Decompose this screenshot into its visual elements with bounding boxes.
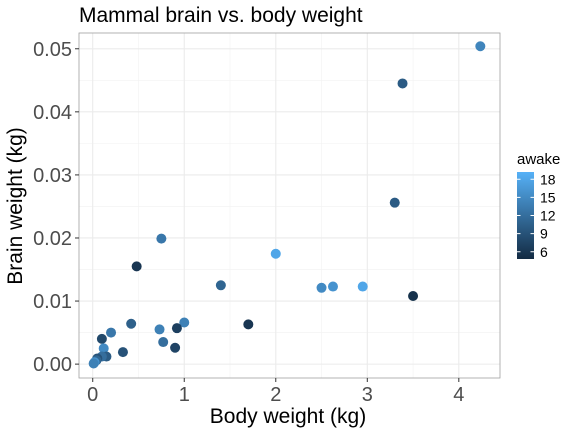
chart-title: Mammal brain vs. body weight [79,4,363,27]
x-tick-label: 0 [87,384,98,406]
y-tick-label: 0.01 [33,291,72,313]
x-axis-label: Body weight (kg) [210,405,366,428]
data-point [357,281,368,292]
x-axis-ticks: 0 1 2 3 4 [87,378,464,406]
data-point [179,317,190,328]
legend-tick-label: 9 [540,226,548,242]
legend-ticks: 6 9 12 15 18 [517,171,556,260]
x-tick-label: 3 [362,384,373,406]
data-point [170,342,181,353]
y-tick-label: 0.04 [33,102,72,124]
data-point [156,233,167,244]
data-points [88,41,486,369]
y-tick-label: 0.00 [33,354,72,376]
y-tick-label: 0.05 [33,39,72,61]
data-point [316,282,327,293]
legend-tick-label: 15 [540,189,556,205]
panel-border [78,32,501,379]
data-point [243,319,254,330]
data-point [397,78,408,89]
x-tick-label: 2 [270,384,281,406]
data-point [158,337,169,348]
data-point [88,358,99,369]
plot-background [79,33,500,378]
data-point [475,41,486,52]
data-point [117,347,128,358]
legend-tick-label: 6 [540,244,548,260]
color-legend: awake 6 9 12 15 18 [517,151,560,260]
legend-tick-label: 12 [540,208,556,224]
data-point [327,281,338,292]
y-tick-label: 0.02 [33,228,72,250]
legend-colorbar [517,172,534,259]
data-point [215,280,226,291]
data-point [389,197,400,208]
data-point [270,248,281,259]
data-point [408,291,419,302]
plot-panel [78,32,501,379]
x-tick-label: 1 [179,384,190,406]
x-tick-label: 4 [453,384,464,406]
legend-tick-label: 18 [540,171,556,187]
legend-title: awake [517,151,560,168]
y-axis-label: Brain weight (kg) [4,127,27,285]
y-axis-ticks: 0.00 0.01 0.02 0.03 0.04 0.05 [33,39,79,376]
data-point [98,343,109,354]
data-point [131,261,142,272]
data-point [154,324,165,335]
data-point [171,323,182,334]
data-point [106,327,117,338]
data-point [96,333,107,344]
data-point [126,318,137,329]
y-tick-label: 0.03 [33,165,72,187]
